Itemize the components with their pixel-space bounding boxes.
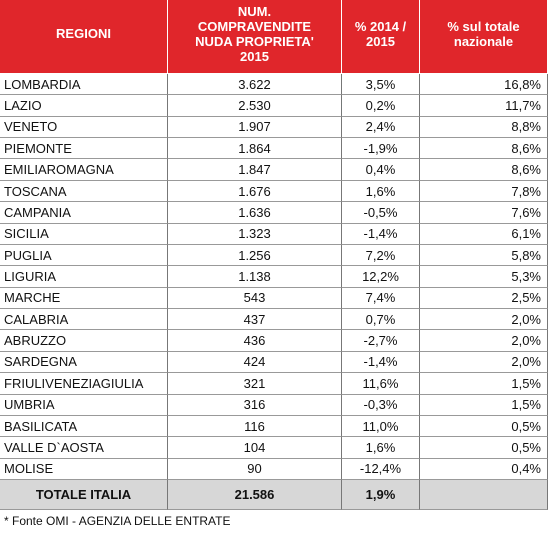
table-cell: VALLE D`AOSTA [0,437,168,459]
table-cell: 321 [168,373,342,395]
table-cell: 2,0% [420,351,548,374]
table-cell: BASILICATA [0,415,168,438]
table-cell: -0,5% [342,202,420,224]
table-cell: 3,5% [342,74,420,96]
table-cell: 0,7% [342,309,420,331]
table-cell: MOLISE [0,458,168,480]
table-cell: -12,4% [342,458,420,480]
table-cell: 0,4% [342,159,420,181]
table-cell: 1.256 [168,244,342,267]
table-cell: LIGURIA [0,266,168,288]
table-cell: 7,8% [420,180,548,203]
table-cell: 16,8% [420,74,548,96]
table-cell: 116 [168,415,342,438]
header-cell: % 2014 /2015 [342,0,420,74]
footnote: * Fonte OMI - AGENZIA DELLE ENTRATE [4,514,231,528]
table-cell: 5,3% [420,266,548,288]
table-cell: 436 [168,330,342,352]
total-cell: TOTALE ITALIA [0,480,168,510]
table-cell: 2.530 [168,95,342,117]
table-cell: VENETO [0,116,168,139]
table-cell: LAZIO [0,95,168,117]
table-cell: PUGLIA [0,244,168,267]
header-cell: % sul totale nazionale [420,0,548,74]
table-cell: 1.138 [168,266,342,288]
table-cell: -1,4% [342,223,420,245]
table-cell: -1,9% [342,138,420,160]
table-cell: TOSCANA [0,180,168,203]
table-cell: 8,8% [420,116,548,139]
table-cell: 0,2% [342,95,420,117]
header-line: nazionale [453,33,514,49]
total-cell [420,480,548,510]
table-cell: PIEMONTE [0,138,168,160]
header-line: 2015 [240,48,269,64]
table-cell: 1.636 [168,202,342,224]
header-line: NUM. [237,3,272,19]
header-line: % sul totale [447,18,520,34]
table-cell: EMILIAROMAGNA [0,159,168,181]
table-cell: 12,2% [342,266,420,288]
table-cell: 1.323 [168,223,342,245]
table-cell: FRIULIVENEZIAGIULIA [0,373,168,395]
table-cell: -0,3% [342,394,420,416]
table-cell: 2,0% [420,330,548,352]
table-cell: 7,4% [342,287,420,310]
table-cell: 7,2% [342,244,420,267]
total-cell: 1,9% [342,480,420,510]
table-cell: 2,0% [420,309,548,331]
table-cell: CALABRIA [0,309,168,331]
table-cell: 0,5% [420,437,548,459]
table-cell: 8,6% [420,138,548,160]
table-cell: 1,5% [420,373,548,395]
header-line: 2015 [366,33,395,49]
table-cell: LOMBARDIA [0,74,168,96]
header-line: COMPRAVENDITE [197,18,312,34]
table-cell: 11,7% [420,95,548,117]
table-cell: 437 [168,309,342,331]
header-line: % 2014 / [354,18,407,34]
table-cell: 6,1% [420,223,548,245]
table-cell: 424 [168,351,342,374]
table-cell: 1.907 [168,116,342,139]
header-cell: NUM. COMPRAVENDITE NUDA PROPRIETA' 2015 [168,0,342,74]
table-cell: 1,6% [342,437,420,459]
header-line: NUDA PROPRIETA' [195,33,314,49]
table-cell: MARCHE [0,287,168,310]
table-cell: ABRUZZO [0,330,168,352]
table-cell: 104 [168,437,342,459]
header-line: REGIONI [56,26,111,41]
table-cell: -1,4% [342,351,420,374]
table-cell: 1.847 [168,159,342,181]
table-cell: 8,6% [420,159,548,181]
table-cell: 2,4% [342,116,420,139]
table-cell: CAMPANIA [0,202,168,224]
table-cell: 11,6% [342,373,420,395]
header-cell: REGIONI [0,0,168,74]
table-cell: 1,6% [342,180,420,203]
table-cell: 5,8% [420,244,548,267]
table-cell: 1.864 [168,138,342,160]
table-cell: 11,0% [342,415,420,438]
table-cell: 7,6% [420,202,548,224]
table-cell: 0,4% [420,458,548,480]
table-cell: -2,7% [342,330,420,352]
table-cell: SARDEGNA [0,351,168,374]
table-cell: 316 [168,394,342,416]
table-cell: 3.622 [168,74,342,96]
table-cell: 1,5% [420,394,548,416]
table-cell: UMBRIA [0,394,168,416]
total-cell: 21.586 [168,480,342,510]
table-cell: 2,5% [420,287,548,310]
table-cell: 0,5% [420,415,548,438]
table-cell: 1.676 [168,180,342,203]
table-cell: 543 [168,287,342,310]
table-cell: 90 [168,458,342,480]
table-cell: SICILIA [0,223,168,245]
